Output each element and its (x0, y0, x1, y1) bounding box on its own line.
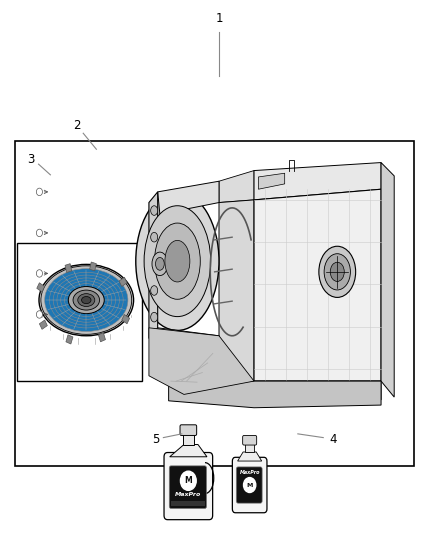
Text: 4: 4 (329, 433, 337, 446)
Text: M: M (184, 477, 192, 485)
Ellipse shape (73, 290, 99, 310)
Text: 3: 3 (27, 154, 34, 166)
Circle shape (180, 471, 196, 490)
Bar (122, 314, 130, 324)
Ellipse shape (39, 264, 134, 336)
Polygon shape (219, 352, 254, 381)
Ellipse shape (41, 266, 132, 334)
Bar (183, 433, 194, 445)
Text: MaxPro: MaxPro (175, 491, 201, 497)
Text: MaxPro: MaxPro (240, 470, 260, 475)
Bar (66, 335, 73, 344)
Ellipse shape (81, 296, 91, 304)
Polygon shape (254, 163, 381, 200)
Ellipse shape (49, 272, 123, 328)
Ellipse shape (61, 281, 112, 319)
Ellipse shape (57, 278, 116, 322)
Text: M: M (247, 482, 253, 488)
FancyBboxPatch shape (237, 467, 262, 503)
FancyBboxPatch shape (232, 457, 267, 513)
Circle shape (36, 188, 42, 196)
FancyBboxPatch shape (243, 435, 257, 445)
Polygon shape (158, 181, 219, 214)
Ellipse shape (155, 257, 164, 270)
Polygon shape (170, 445, 207, 457)
Ellipse shape (319, 246, 356, 297)
Polygon shape (219, 200, 254, 381)
Polygon shape (158, 328, 219, 352)
Polygon shape (149, 192, 158, 338)
Ellipse shape (330, 262, 344, 281)
Polygon shape (254, 381, 381, 400)
Ellipse shape (45, 269, 128, 332)
Polygon shape (237, 452, 261, 461)
Circle shape (36, 311, 42, 318)
Bar (119, 277, 127, 287)
Bar (37, 283, 45, 292)
Ellipse shape (151, 206, 158, 215)
Ellipse shape (151, 232, 158, 242)
Text: 1: 1 (215, 12, 223, 25)
Text: 2: 2 (73, 119, 81, 132)
Circle shape (36, 229, 42, 237)
Ellipse shape (78, 294, 95, 306)
Bar (39, 320, 47, 329)
Ellipse shape (64, 284, 108, 317)
FancyBboxPatch shape (164, 453, 213, 520)
Polygon shape (254, 189, 381, 381)
Ellipse shape (165, 240, 190, 282)
Ellipse shape (152, 252, 168, 276)
Polygon shape (149, 328, 254, 394)
Bar (99, 333, 106, 342)
Bar (245, 442, 254, 452)
Polygon shape (169, 381, 381, 408)
Bar (90, 262, 96, 271)
Bar (15, 141, 414, 466)
Circle shape (36, 270, 42, 277)
FancyBboxPatch shape (169, 466, 207, 508)
Ellipse shape (324, 254, 350, 290)
Ellipse shape (151, 312, 158, 322)
Ellipse shape (151, 286, 158, 295)
Polygon shape (381, 163, 394, 397)
FancyBboxPatch shape (180, 425, 197, 435)
Ellipse shape (53, 275, 120, 325)
Bar (17, 243, 142, 381)
Ellipse shape (68, 287, 104, 313)
Circle shape (244, 478, 256, 492)
Bar (171, 501, 205, 506)
Ellipse shape (155, 223, 200, 300)
Ellipse shape (136, 192, 219, 330)
Text: 5: 5 (152, 433, 159, 446)
Bar (65, 264, 72, 272)
Polygon shape (219, 171, 254, 203)
Polygon shape (258, 173, 285, 189)
Ellipse shape (144, 206, 211, 317)
